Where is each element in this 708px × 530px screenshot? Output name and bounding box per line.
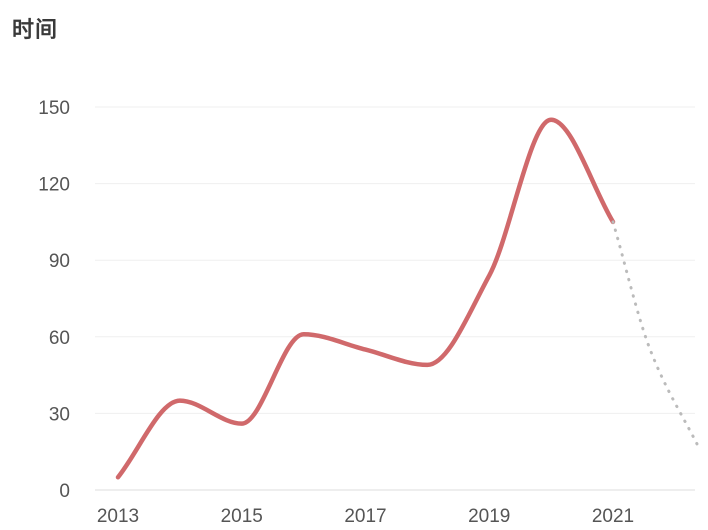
series-lines bbox=[115, 117, 702, 480]
grid-lines bbox=[95, 106, 695, 491]
y-tick-label: 150 bbox=[38, 98, 70, 119]
y-tick-label: 0 bbox=[59, 481, 70, 502]
y-tick-label: 90 bbox=[49, 251, 70, 272]
y-tick-label: 30 bbox=[49, 404, 70, 425]
y-tick-label: 60 bbox=[49, 328, 70, 349]
x-tick-label: 2013 bbox=[97, 506, 139, 527]
projection-line bbox=[611, 220, 702, 451]
x-tick-label: 2021 bbox=[592, 506, 634, 527]
chart-title: 时间 bbox=[12, 18, 59, 43]
x-tick-label: 2019 bbox=[468, 506, 510, 527]
x-tick-label: 2015 bbox=[221, 506, 263, 527]
x-tick-label: 2017 bbox=[344, 506, 386, 527]
series-line bbox=[115, 117, 616, 480]
x-axis-tick-labels: 2013 2015 2017 2019 2021 bbox=[97, 506, 634, 527]
y-axis-tick-labels: 0 30 60 90 120 150 bbox=[38, 98, 70, 502]
y-tick-label: 120 bbox=[38, 175, 70, 196]
